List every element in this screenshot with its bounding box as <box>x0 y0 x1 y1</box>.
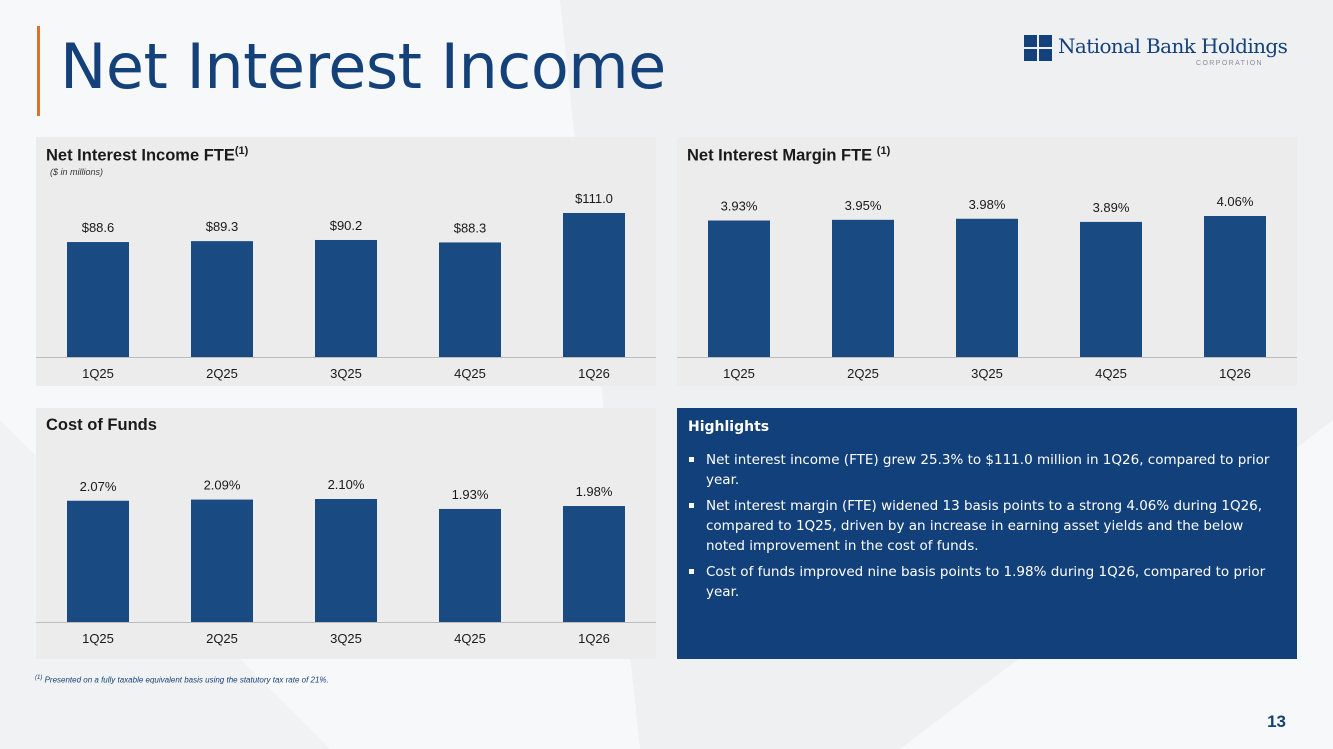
bar <box>1080 221 1142 357</box>
highlight-item: Net interest margin (FTE) widened 13 bas… <box>688 496 1286 556</box>
category-label: 4Q25 <box>454 631 486 646</box>
data-label: $88.3 <box>454 220 487 235</box>
bar <box>67 500 129 622</box>
data-label: 2.10% <box>328 477 365 492</box>
data-label: 3.98% <box>969 197 1006 212</box>
data-label: 4.06% <box>1217 194 1254 209</box>
bar <box>563 506 625 622</box>
four-square-logo-icon <box>1024 35 1053 62</box>
page-title: Net Interest Income <box>60 30 666 103</box>
category-label: 1Q25 <box>82 366 114 381</box>
logo-name: National Bank Holdings <box>1058 34 1288 58</box>
bar <box>832 219 894 357</box>
footnote: (1) Presented on a fully taxable equival… <box>35 675 329 685</box>
bar <box>1204 216 1266 357</box>
bar <box>315 239 377 357</box>
net-interest-margin-panel: 3.93% 1Q25 3.95% 2Q25 3.98% 3Q25 3.89% 4Q25 4.06… <box>677 137 1297 386</box>
category-label: 1Q25 <box>723 366 755 381</box>
category-label: 3Q25 <box>330 631 362 646</box>
category-label: 3Q25 <box>330 366 362 381</box>
bar <box>439 508 501 622</box>
category-label: 1Q26 <box>578 631 610 646</box>
category-label: 4Q25 <box>1095 366 1127 381</box>
bar <box>708 220 770 357</box>
title-accent-bar <box>37 26 40 116</box>
highlights-list: Net interest income (FTE) grew 25.3% to … <box>688 450 1286 608</box>
category-label: 1Q26 <box>578 366 610 381</box>
data-label: 3.93% <box>721 199 758 214</box>
cost-of-funds-panel: 2.07% 1Q25 2.09% 2Q25 2.10% 3Q25 1.93% 4Q25 1.98… <box>36 408 656 659</box>
data-label: $111.0 <box>575 191 613 206</box>
data-label: $88.6 <box>82 220 115 235</box>
bar <box>439 242 501 357</box>
panel-title: Net Interest Margin FTE (1) <box>687 145 891 165</box>
data-label: 1.98% <box>576 484 613 499</box>
data-label: 2.07% <box>80 479 117 494</box>
bar <box>563 213 625 357</box>
bar <box>67 242 129 357</box>
data-label: 2.09% <box>204 478 241 493</box>
bar <box>956 218 1018 357</box>
highlight-item: Net interest income (FTE) grew 25.3% to … <box>688 450 1286 490</box>
bar <box>191 241 253 357</box>
data-label: 3.89% <box>1093 200 1130 215</box>
cost-of-funds-chart: 2.07% 1Q25 2.09% 2Q25 2.10% 3Q25 1.93% 4Q25 1.98… <box>36 477 656 646</box>
highlights-panel: Highlights Net interest income (FTE) gre… <box>677 408 1297 659</box>
company-logo: National Bank Holdings CORPORATION <box>1024 33 1294 73</box>
highlights-title: Highlights <box>688 419 770 435</box>
bar <box>315 499 377 622</box>
data-label: 3.95% <box>845 198 882 213</box>
panel-subtitle: ($ in millions) <box>50 167 104 177</box>
category-label: 2Q25 <box>206 631 238 646</box>
category-label: 4Q25 <box>454 366 486 381</box>
category-label: 2Q25 <box>847 366 879 381</box>
category-label: 1Q26 <box>1219 366 1251 381</box>
net-interest-income-panel: $88.6 1Q25 $89.3 2Q25 $90.2 3Q25 $88.3 4Q25 $111… <box>36 137 656 386</box>
bar <box>191 499 253 622</box>
page-number: 13 <box>1267 712 1286 731</box>
net-interest-income-chart: $88.6 1Q25 $89.3 2Q25 $90.2 3Q25 $88.3 4Q25 $111… <box>36 191 656 381</box>
panel-title: Net Interest Income FTE(1) <box>46 145 249 165</box>
category-label: 2Q25 <box>206 366 238 381</box>
net-interest-margin-chart: 3.93% 1Q25 3.95% 2Q25 3.98% 3Q25 3.89% 4Q25 4.06… <box>677 194 1297 381</box>
category-label: 3Q25 <box>971 366 1003 381</box>
data-label: 1.93% <box>452 487 489 502</box>
logo-subtitle: CORPORATION <box>1196 60 1263 67</box>
panel-title: Cost of Funds <box>46 416 157 434</box>
highlight-item: Cost of funds improved nine basis points… <box>688 562 1286 602</box>
data-label: $89.3 <box>206 219 239 234</box>
data-label: $90.2 <box>330 218 363 233</box>
category-label: 1Q25 <box>82 631 114 646</box>
